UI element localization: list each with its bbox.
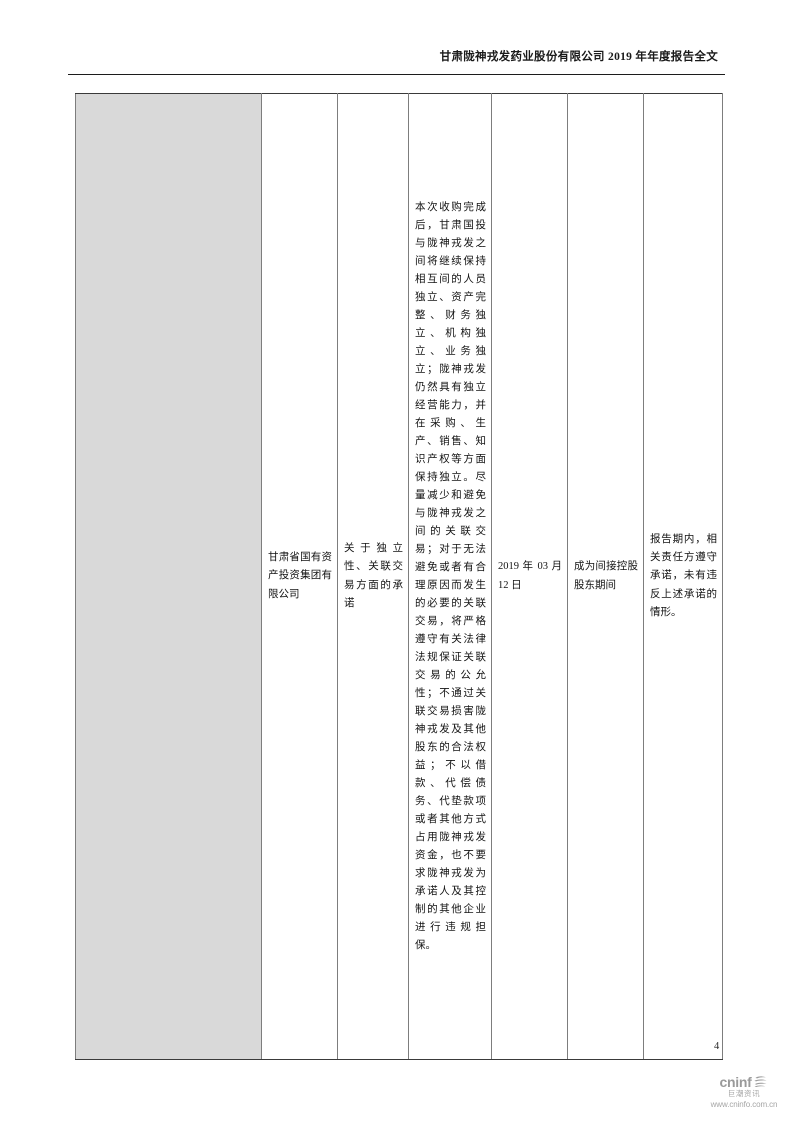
table-cell-promise-type-text: 关于独立性、关联交易方面的承诺 — [344, 543, 403, 609]
table-row: 甘肃省国有资产投资集团有限公司 关于独立性、关联交易方面的承诺 本次收购完成后，… — [75, 93, 723, 1060]
commitment-table: 甘肃省国有资产投资集团有限公司 关于独立性、关联交易方面的承诺 本次收购完成后，… — [75, 93, 723, 1060]
table-cell-party: 甘肃省国有资产投资集团有限公司 — [261, 93, 338, 1060]
table-cell-promise-content-text: 本次收购完成后，甘肃国投与陇神戎发之间将继续保持相互间的人员独立、资产完整、财务… — [415, 201, 486, 951]
table-cell-party-text: 甘肃省国有资产投资集团有限公司 — [268, 552, 332, 600]
footer-logo: cninf 巨潮资讯 www.cninfo.com.cn — [700, 1074, 788, 1114]
table-cell-promise-type: 关于独立性、关联交易方面的承诺 — [337, 93, 409, 1060]
table-cell-promise-date-text: 2019 年 03 月 12 日 — [498, 561, 562, 591]
table-cell-promise-content: 本次收购完成后，甘肃国投与陇神戎发之间将继续保持相互间的人员独立、资产完整、财务… — [408, 93, 492, 1060]
table-cell-shaded-text — [76, 575, 261, 579]
footer-logo-row: cninf — [700, 1074, 788, 1089]
footer-logo-wordmark: cninf — [719, 1073, 752, 1090]
page-header-title: 甘肃陇神戎发药业股份有限公司 2019 年年度报告全文 — [439, 51, 718, 63]
table-cell-shaded — [75, 93, 262, 1060]
table-cell-promise-term-text: 成为间接控股股东期间 — [574, 561, 638, 591]
table-cell-promise-date: 2019 年 03 月 12 日 — [491, 93, 568, 1060]
cninfo-swirl-icon — [754, 1076, 768, 1087]
table-cell-promise-term: 成为间接控股股东期间 — [567, 93, 644, 1060]
table-cell-fulfillment-status-text: 报告期内，相关责任方遵守承诺，未有违反上述承诺的情形。 — [650, 534, 717, 618]
footer-logo-url: www.cninfo.com.cn — [710, 1099, 778, 1109]
page-header: 甘肃陇神戎发药业股份有限公司 2019 年年度报告全文 — [0, 0, 793, 78]
page-number: 4 — [714, 1042, 720, 1052]
header-divider — [68, 74, 725, 75]
table-cell-fulfillment-status: 报告期内，相关责任方遵守承诺，未有违反上述承诺的情形。 — [643, 93, 723, 1060]
footer-logo-chinese-name: 巨潮资讯 — [727, 1089, 761, 1098]
